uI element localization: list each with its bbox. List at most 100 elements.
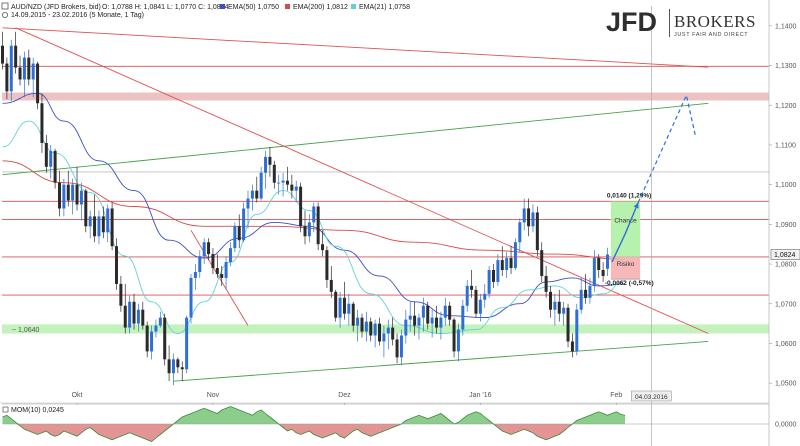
candle-body [36,63,40,104]
candle-body [426,305,430,324]
candle-body [605,254,609,269]
candle-body [180,367,184,370]
momentum-positive-area [2,406,626,424]
candle-body [246,198,250,209]
candle-body [145,325,149,352]
ema50-line [2,92,626,319]
zones-layer [2,92,769,334]
candle-body [193,271,197,278]
candle-body [439,317,443,328]
candles-layer [1,31,609,386]
momentum-icon [2,406,9,413]
candle-body [31,63,35,80]
candle-body [597,258,601,271]
header-ohlc: O: 1,0788 H: 1,0841 L: 1,0770 C: 1,0824 [102,4,229,11]
current-price-box [770,249,800,260]
jfd-logo: JFD BROKERS JUST FAIR AND DIRECT [606,7,756,38]
candle-body [474,289,478,314]
trendline-red [190,230,249,326]
candle-body [378,323,382,342]
candle-body [202,242,206,257]
candle-body [470,285,474,290]
logo-divider [669,9,670,37]
candle-body [158,317,162,326]
candle-body [478,299,482,314]
candle-body [22,57,26,80]
y-tick-label: 1,0900 [775,222,797,229]
candle-body [522,208,526,223]
candle-body [329,279,333,292]
candle-body [549,291,552,310]
candle-body [566,307,570,342]
horizontal-lines-layer: ~ 1,0640 [2,65,769,334]
y-tick-label: 1,0800 [775,262,797,269]
candle-body [259,172,263,199]
zone-resistance [2,92,769,101]
y-axis: 1,1400 1,1300 1,1200 1,1100 1,1000 1,0900 1,08… [768,0,800,446]
candle-body [382,333,386,342]
momentum-line [2,406,626,442]
candle-body [220,273,224,278]
candle-body [5,63,9,92]
logo-brokers: BROKERS [674,12,756,31]
x-tick-label: Feb [610,392,622,399]
x-tick-label: Dez [338,392,351,399]
candle-body [66,184,70,201]
candle-body [518,222,522,243]
candle-body [49,150,53,167]
candle-body [391,327,395,340]
candle-body [575,309,579,352]
candle-body [228,248,232,263]
candle-body [277,182,281,184]
candle-body [106,208,110,233]
candle-body [250,190,254,199]
candle-body [264,156,268,173]
risiko-label: Risiko [617,261,635,268]
candle-body [312,206,316,223]
header-ema21: EMA(21) 1,0758 [359,4,410,11]
ema50-swatch [220,4,225,9]
candle-body [18,67,22,80]
candle-body [527,208,531,227]
y-tick-label: 1,0600 [775,341,797,348]
candle-body [285,180,289,185]
candle-body [237,226,241,241]
current-price: 1,0824 [774,252,796,259]
candle-body [601,270,605,276]
candle-body [79,190,83,205]
momentum-y-label: 0,0000 [775,422,797,429]
candle-body [369,321,373,336]
candle-body [347,303,351,314]
candle-body [14,45,18,68]
cursor-date-box [631,390,672,402]
candle-body [342,297,346,314]
chance-text: 0,0140 (1,29%) [607,192,651,199]
candle-body [579,289,583,310]
candle-body [88,216,92,227]
risiko-box [610,256,641,280]
level-label: ~ 1,0640 [12,327,40,334]
candle-body [299,186,303,227]
candle-body [9,45,13,92]
candle-body [452,319,456,352]
y-tick-label: 1,1100 [775,142,796,149]
candle-body [255,190,259,199]
candle-body [338,297,342,318]
zone-support [2,324,769,334]
chart-header: AUD/NZD (JFD Brokers, bid) O: 1,0788 H: … [1,2,410,19]
y-tick-label: 1,1200 [775,103,797,110]
candle-body [101,216,105,233]
y-tick-label: 1,1400 [775,23,797,30]
candle-body [356,317,360,326]
candle-body [325,250,329,280]
candle-body [57,182,61,209]
candle-body [408,315,412,320]
candle-body [128,301,132,328]
candle-body [132,301,136,324]
candle-body [531,212,535,227]
candle-body [592,258,596,286]
trendline-green [173,341,709,382]
candle-body [553,301,557,310]
candle-body [557,301,561,314]
